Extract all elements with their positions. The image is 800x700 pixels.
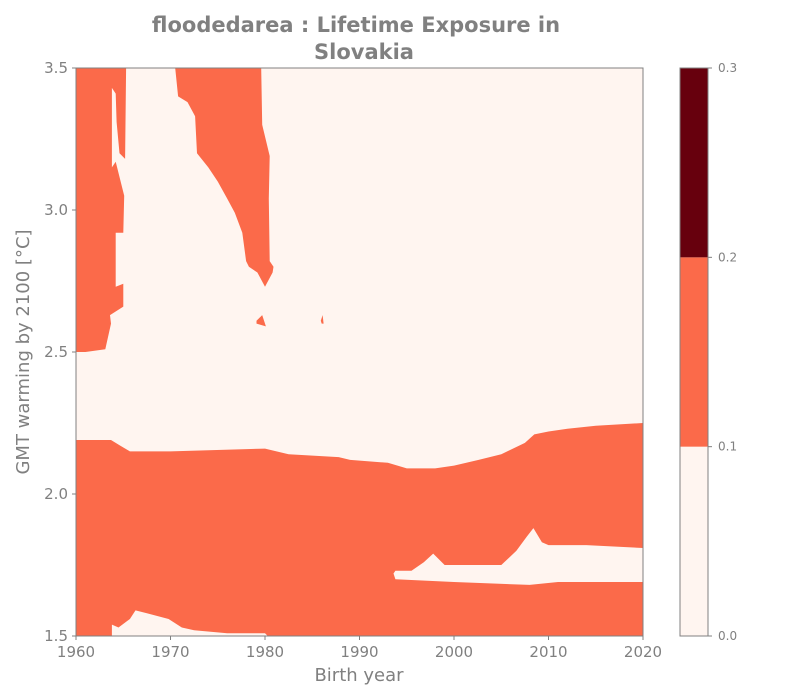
colorbar-blocks — [680, 68, 708, 636]
contour-region-0.1-0.2-1 — [76, 68, 127, 352]
x-axis-ticks: 1960 1970 1980 1990 2000 2010 2020 — [57, 636, 662, 661]
chart-title-line-2: Slovakia — [314, 40, 414, 64]
x-axis-label: Birth year — [314, 665, 404, 686]
y-axis-label: GMT warming by 2100 [°C] — [13, 229, 34, 474]
colorbar-tick-label: 0.0 — [718, 629, 737, 643]
colorbar-ticks: 0.0 0.1 0.2 0.3 — [708, 61, 737, 643]
colorbar-tick-label: 0.1 — [718, 440, 737, 454]
y-tick-label: 2.0 — [44, 485, 68, 503]
colorbar-block-1 — [680, 446, 708, 636]
plot-area: 1960 1970 1980 1990 2000 2010 2020 1.5 2.0 2.5 3.… — [44, 59, 662, 661]
y-axis-ticks: 1.5 2.0 2.5 3.0 3.5 — [44, 59, 76, 645]
colorbar-block-2 — [680, 257, 708, 447]
colorbar: 0.0 0.1 0.2 0.3 — [679, 61, 737, 643]
contour-region-0.1-0.2-3 — [256, 315, 266, 327]
y-tick-label: 3.0 — [44, 201, 68, 219]
x-tick-label: 2000 — [435, 643, 473, 661]
x-tick-label: 1990 — [340, 643, 378, 661]
y-tick-label: 2.5 — [44, 343, 68, 361]
colorbar-frame — [679, 67, 709, 637]
x-tick-label: 1960 — [57, 643, 95, 661]
x-tick-label: 2010 — [529, 643, 567, 661]
colorbar-tick-label: 0.2 — [718, 250, 737, 264]
colorbar-block-3 — [680, 68, 708, 258]
chart-title-line-1: floodedarea : Lifetime Exposure in — [152, 13, 560, 37]
x-tick-label: 2020 — [624, 643, 662, 661]
x-tick-label: 1980 — [246, 643, 284, 661]
contour-region-0.1-0.2-2 — [175, 68, 274, 287]
contour-region-0.1-0.2-4 — [320, 315, 324, 324]
contour-regions — [76, 68, 643, 636]
y-tick-label: 3.5 — [44, 59, 68, 77]
x-tick-label: 1970 — [151, 643, 189, 661]
colorbar-tick-label: 0.3 — [718, 61, 737, 75]
y-tick-label: 1.5 — [44, 627, 68, 645]
contour-region-0.1-0.2-5 — [76, 423, 643, 636]
